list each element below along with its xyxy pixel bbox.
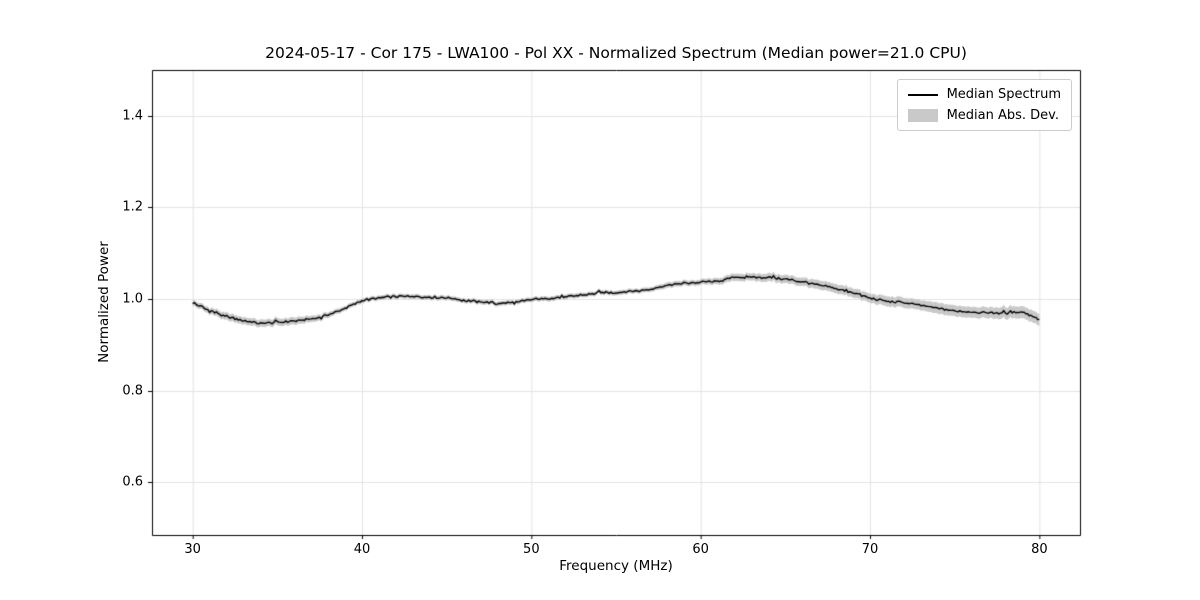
x-tick-label: 30 — [184, 542, 201, 557]
legend: Median Spectrum Median Abs. Dev. — [896, 79, 1072, 131]
y-tick-label: 1.2 — [122, 199, 143, 215]
x-axis-label: Frequency (MHz) — [559, 558, 673, 574]
x-tick-label: 80 — [1031, 542, 1048, 557]
x-tick-label: 40 — [353, 542, 371, 557]
x-tick-label: 50 — [523, 542, 540, 557]
y-tick-label: 1.0 — [122, 291, 143, 307]
y-tick-label: 0.8 — [122, 383, 143, 399]
line-swatch-icon — [907, 93, 938, 96]
x-tick-label: 60 — [692, 542, 709, 557]
legend-label-median-abs-dev: Median Abs. Dev. — [946, 108, 1060, 123]
legend-item-median-abs-dev: Median Abs. Dev. — [907, 108, 1061, 123]
legend-item-median-spectrum: Median Spectrum — [907, 87, 1061, 102]
x-tick-label: 70 — [861, 542, 879, 557]
y-tick-label: 1.4 — [122, 108, 143, 124]
chart-title: 2024-05-17 - Cor 175 - LWA100 - Pol XX -… — [265, 44, 967, 62]
band-swatch-icon — [907, 109, 938, 122]
y-tick-label: 0.6 — [122, 474, 143, 490]
legend-label-median-spectrum: Median Spectrum — [946, 87, 1061, 102]
